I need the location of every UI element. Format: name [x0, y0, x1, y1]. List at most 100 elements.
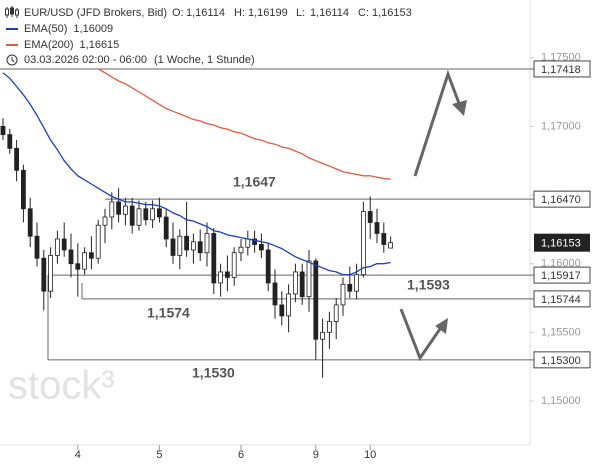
level-box — [533, 351, 591, 369]
indicators — [2, 68, 391, 276]
quote: O: 1,16114 H: 1,16199 L: 1,16114 C: 1,16153 — [172, 7, 412, 19]
candle-body — [333, 304, 339, 322]
candle-icon — [5, 6, 19, 18]
symbol: EUR/USD (JFD Brokers, Bid) — [24, 7, 167, 19]
candle-body — [190, 241, 196, 251]
interval: (1 Woche, 1 Stunde) — [154, 54, 255, 66]
candle-body — [292, 271, 298, 295]
header-bg — [0, 0, 290, 68]
quote-value: 1,16114 — [186, 7, 225, 19]
candle-body — [61, 238, 67, 251]
level-label: 1,17418 — [541, 64, 581, 76]
candle-body — [313, 260, 319, 340]
x-tick-label: 10 — [364, 449, 376, 461]
candle-body — [102, 216, 108, 226]
axis: 1,175001,170001,165001,160001,155001,150… — [75, 52, 591, 461]
candle-body — [272, 282, 278, 306]
candle-body — [177, 235, 183, 256]
candle-body — [129, 205, 135, 226]
arrow-path — [399, 308, 444, 362]
candle-body — [286, 293, 292, 317]
level-box — [533, 190, 591, 208]
level-box — [533, 290, 591, 308]
candle-body — [320, 331, 326, 340]
candle-body — [354, 274, 360, 292]
annotation: 1,1530 — [192, 365, 235, 381]
header: EUR/USD (JFD Brokers, Bid) O: 1,16114 H: 1,… — [0, 0, 412, 68]
candle-body — [231, 252, 237, 278]
candle-body — [20, 169, 26, 210]
ema-line — [97, 68, 391, 180]
candle-body — [68, 249, 74, 265]
quote-value: 1,16114 — [310, 7, 349, 19]
candle-body — [170, 238, 176, 256]
candle-body — [224, 271, 230, 278]
candle-body — [156, 208, 162, 218]
candle-body — [184, 235, 190, 251]
quote-value: 1,16153 — [372, 7, 412, 19]
annotation: 1,1574 — [147, 305, 190, 321]
candle-body — [55, 238, 60, 256]
candle-body — [381, 233, 387, 245]
y-tick-label: 1,17000 — [541, 120, 581, 132]
level-label: 1,15917 — [541, 270, 581, 282]
arrow-head — [435, 318, 448, 334]
candle-body — [109, 201, 115, 218]
quote-label: H: — [234, 7, 245, 19]
candle-body — [34, 235, 40, 259]
watermark: stock³ — [8, 364, 115, 408]
y-tick-label: 1,15000 — [541, 395, 581, 407]
annotation: 1,1647 — [233, 174, 276, 190]
candle-body — [163, 216, 169, 240]
levels — [0, 68, 534, 361]
x-tick-label: 5 — [156, 449, 162, 461]
candle-body — [340, 283, 346, 306]
candle-body — [0, 125, 6, 135]
candle-body — [48, 255, 53, 292]
candle-body — [197, 241, 203, 254]
ema-line — [2, 72, 391, 276]
legend-name: EMA(200) — [24, 39, 74, 51]
quote-value: 1,16199 — [248, 7, 288, 19]
quote-label: L: — [296, 7, 305, 19]
arrow-up — [413, 69, 467, 177]
candle-body — [7, 134, 13, 149]
x-tick-label: 4 — [75, 449, 81, 461]
candle-body — [326, 320, 332, 333]
candle-body — [245, 238, 251, 248]
candle-body — [252, 238, 258, 245]
candle-body — [82, 252, 87, 270]
clock-hand — [11, 57, 15, 63]
candle-body — [367, 211, 373, 223]
candle-body — [265, 249, 271, 284]
quote-label: O: — [172, 7, 184, 19]
level-label: 1,15300 — [541, 355, 581, 367]
candle-body — [75, 263, 81, 270]
candles — [0, 118, 394, 378]
y-tick-label: 1,15500 — [541, 326, 581, 338]
legend-value: 1,16009 — [73, 23, 113, 35]
candle-body — [150, 208, 156, 221]
candle-body — [89, 252, 94, 259]
level-label: 1,16470 — [541, 194, 581, 206]
level-label: 1,15744 — [541, 294, 581, 306]
candle-body — [123, 205, 128, 215]
candle-body — [258, 244, 264, 251]
arrow-down — [399, 308, 448, 362]
legend-value: 1,16615 — [80, 39, 120, 51]
candle-body — [238, 246, 244, 254]
arrow-path — [413, 69, 462, 177]
last-price-box — [534, 233, 590, 252]
candle-body — [347, 283, 353, 292]
candle-body — [360, 211, 366, 276]
level-box — [533, 60, 591, 78]
candle-body — [116, 201, 121, 215]
x-tick-label: 9 — [313, 449, 319, 461]
candle-body — [218, 271, 224, 284]
period: 03.03.2026 02:00 - 06:00 — [24, 54, 147, 66]
candle-body — [136, 208, 142, 226]
annotation: 1,1593 — [407, 277, 450, 293]
candle-body — [204, 233, 210, 254]
candle-body — [27, 208, 33, 237]
